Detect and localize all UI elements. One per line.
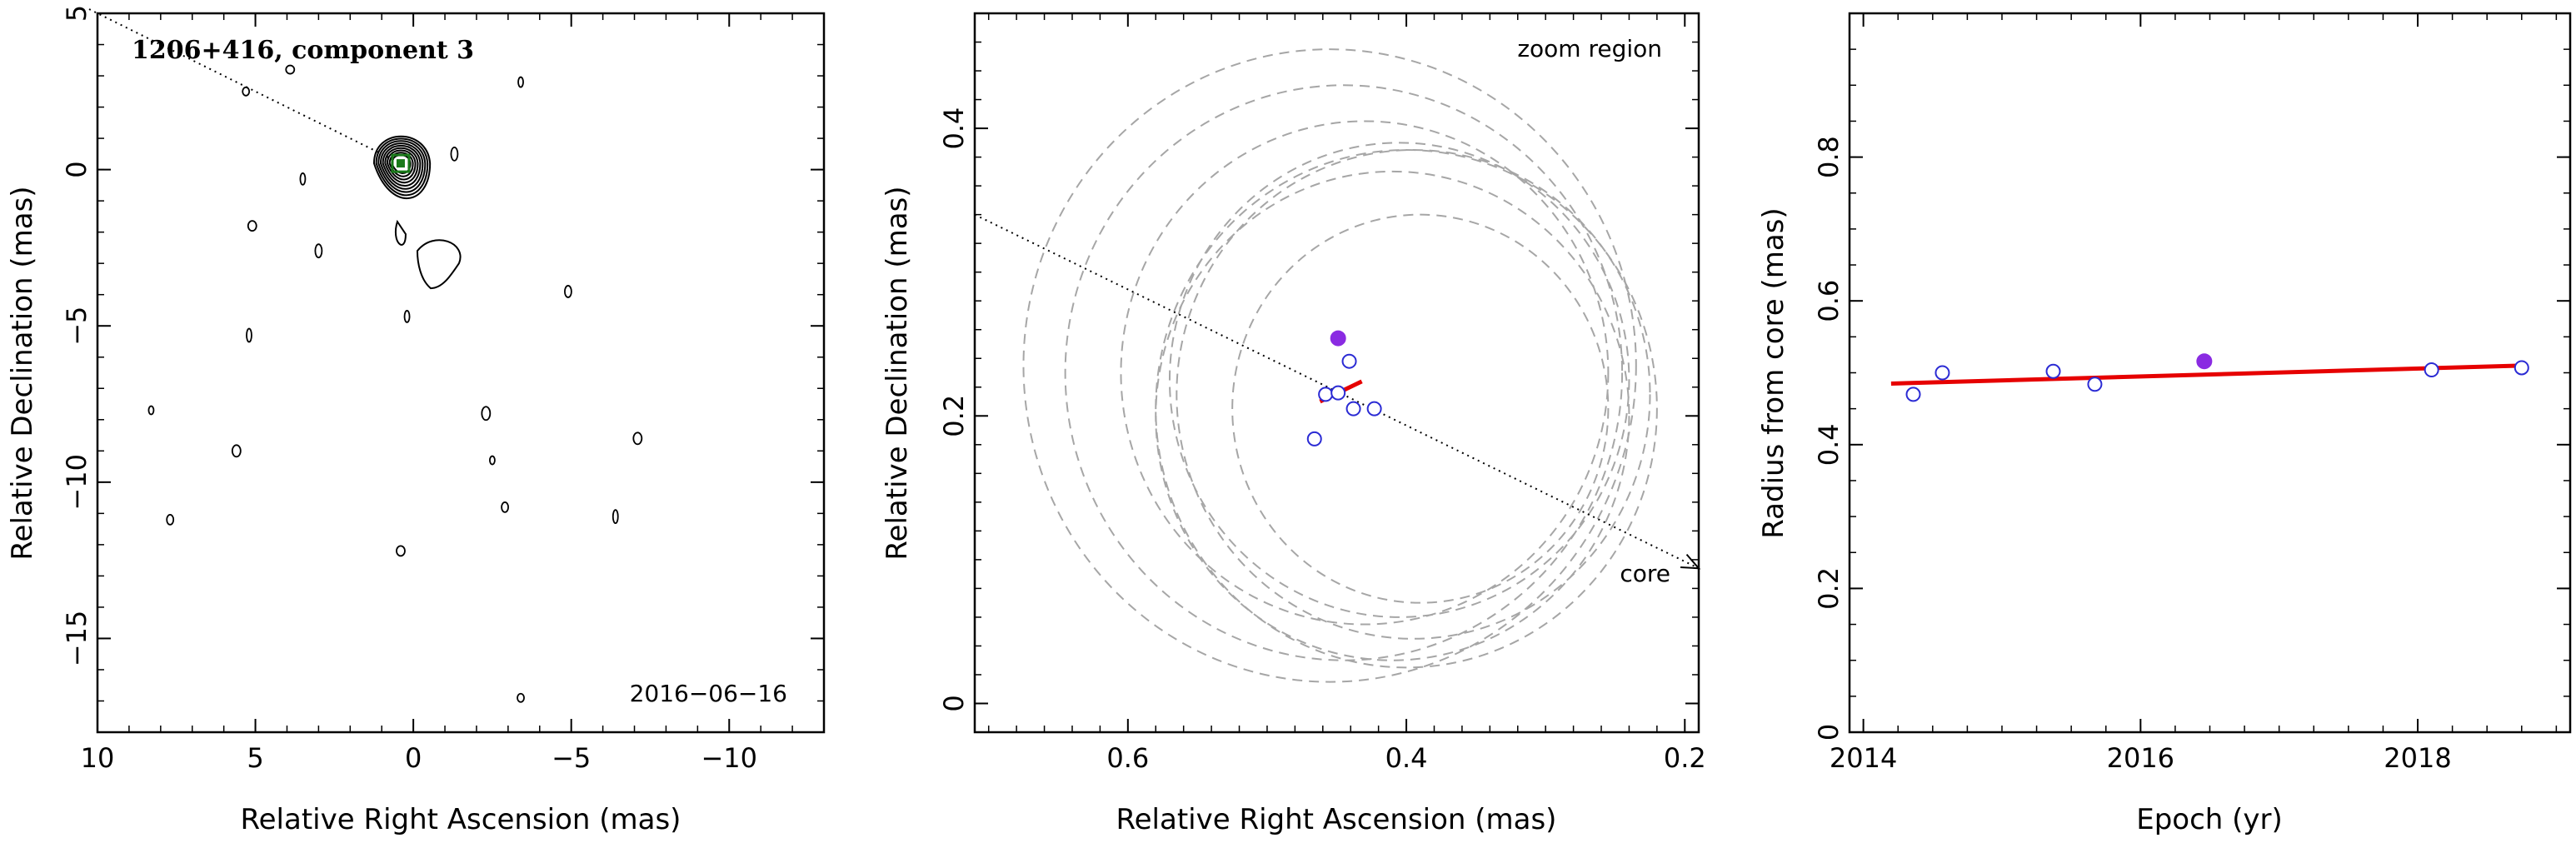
uncertainty-circle bbox=[1155, 148, 1658, 669]
y-axis-label: Relative Declination (mas) bbox=[881, 186, 914, 560]
noise-contour bbox=[166, 513, 175, 526]
noise-contour bbox=[564, 285, 572, 298]
data-point bbox=[2514, 360, 2529, 376]
data-point-highlighted bbox=[1330, 330, 1346, 347]
x-tick-label: 0.4 bbox=[1385, 742, 1428, 774]
circles-group bbox=[1022, 48, 1658, 683]
contour-level bbox=[386, 149, 417, 181]
core-marker bbox=[391, 153, 411, 173]
x-tick-label: 0.6 bbox=[1106, 742, 1149, 774]
noise-contour bbox=[612, 509, 619, 524]
y-tick-label: 0.8 bbox=[1813, 136, 1845, 178]
y-tick-label: 0.6 bbox=[1813, 280, 1845, 322]
x-tick-label: −10 bbox=[701, 742, 757, 774]
data-point bbox=[1341, 353, 1357, 369]
contour-tail bbox=[395, 219, 407, 246]
noise-contour bbox=[501, 501, 509, 513]
plot-frame bbox=[96, 12, 826, 734]
y-tick-label: 5 bbox=[61, 5, 92, 22]
x-axis-label: Relative Right Ascension (mas) bbox=[241, 803, 681, 836]
y-tick-label: −5 bbox=[61, 307, 92, 346]
noise-contour bbox=[246, 327, 252, 343]
date-label: 2016−06−16 bbox=[630, 680, 787, 707]
data-point bbox=[2087, 377, 2103, 392]
data-point-highlighted bbox=[2196, 353, 2213, 370]
panel-radius-vs-epoch: Epoch (yr) Radius from core (mas) 2014 20… bbox=[1757, 12, 2572, 836]
uncertainty-circle bbox=[1022, 48, 1637, 683]
data-point bbox=[2045, 363, 2061, 379]
y-tick-label: 0 bbox=[61, 161, 92, 177]
x-tick-label: 0.2 bbox=[1664, 742, 1706, 774]
noise-contour bbox=[481, 406, 492, 422]
noise-contour bbox=[632, 431, 643, 446]
y-axis-label: Relative Declination (mas) bbox=[6, 186, 39, 560]
data-point bbox=[1905, 387, 1921, 402]
data-point bbox=[1366, 401, 1382, 417]
noise-contour bbox=[285, 64, 296, 75]
uncertainty-circle bbox=[1155, 170, 1630, 661]
data-point bbox=[1934, 365, 1950, 381]
data-point bbox=[1345, 401, 1361, 417]
contour-level bbox=[379, 142, 424, 190]
core-marker-center bbox=[396, 159, 405, 168]
panel-contour-map: 1206+416, component 3 2016−06−16 Relativ… bbox=[6, 5, 826, 836]
zoom-region-label: zoom region bbox=[1517, 35, 1662, 62]
noise-contour bbox=[314, 243, 323, 259]
uncertainty-circle bbox=[1064, 84, 1624, 661]
contour-level bbox=[384, 147, 419, 184]
core-label: core bbox=[1620, 560, 1670, 587]
data-point bbox=[1318, 387, 1334, 402]
noise-contour bbox=[231, 444, 242, 458]
noise-contour bbox=[247, 220, 257, 232]
panel-zoom-region: zoom region core Relative Right Ascensio… bbox=[881, 12, 1706, 836]
uncertainty-circle bbox=[1168, 142, 1630, 618]
contour-level bbox=[375, 137, 429, 197]
contour-level bbox=[372, 135, 432, 200]
x-tick-label: 2014 bbox=[1830, 742, 1897, 774]
contour-level bbox=[382, 144, 422, 187]
noise-contour bbox=[489, 455, 496, 466]
noise-contour bbox=[517, 76, 524, 88]
noise-contour bbox=[147, 405, 155, 416]
x-tick-label: 5 bbox=[247, 742, 263, 774]
data-point bbox=[1330, 385, 1346, 401]
uncertainty-circle bbox=[1231, 213, 1610, 604]
x-tick-label: 2018 bbox=[2384, 742, 2451, 774]
y-tick-label: 0.4 bbox=[1813, 423, 1845, 466]
y-tick-label: −15 bbox=[61, 611, 92, 667]
jet-direction-line bbox=[88, 8, 414, 171]
y-tick-label: 0 bbox=[1813, 724, 1845, 741]
noise-contour bbox=[299, 172, 307, 186]
x-axis-label: Epoch (yr) bbox=[2136, 803, 2283, 836]
plot-title: 1206+416, component 3 bbox=[132, 36, 474, 65]
fit-line bbox=[1890, 363, 2522, 386]
y-tick-label: 0.2 bbox=[1813, 567, 1845, 610]
data-point bbox=[1306, 431, 1322, 446]
x-axis-label: Relative Right Ascension (mas) bbox=[1116, 803, 1557, 836]
x-tick-label: −5 bbox=[552, 742, 591, 774]
noise-contour bbox=[517, 692, 525, 703]
y-axis-label: Radius from core (mas) bbox=[1757, 207, 1790, 538]
y-tick-label: 0 bbox=[938, 695, 970, 711]
x-tick-label: 0 bbox=[405, 742, 422, 774]
noise-contour bbox=[242, 86, 251, 97]
y-tick-label: 0.2 bbox=[938, 395, 970, 437]
x-tick-label: 2016 bbox=[2107, 742, 2174, 774]
noise-contour bbox=[396, 545, 406, 557]
plot-frame bbox=[973, 12, 1700, 734]
noise-contour bbox=[403, 310, 411, 323]
uncertainty-circle bbox=[1120, 120, 1610, 626]
noise-contour bbox=[450, 146, 459, 162]
core-arrow bbox=[1680, 553, 1701, 570]
x-tick-label: 10 bbox=[81, 742, 115, 774]
data-point bbox=[2424, 362, 2439, 378]
y-tick-label: 0.4 bbox=[938, 107, 970, 150]
contour-level bbox=[377, 140, 427, 193]
contour-extension bbox=[416, 239, 462, 290]
y-tick-label: −10 bbox=[61, 454, 92, 511]
